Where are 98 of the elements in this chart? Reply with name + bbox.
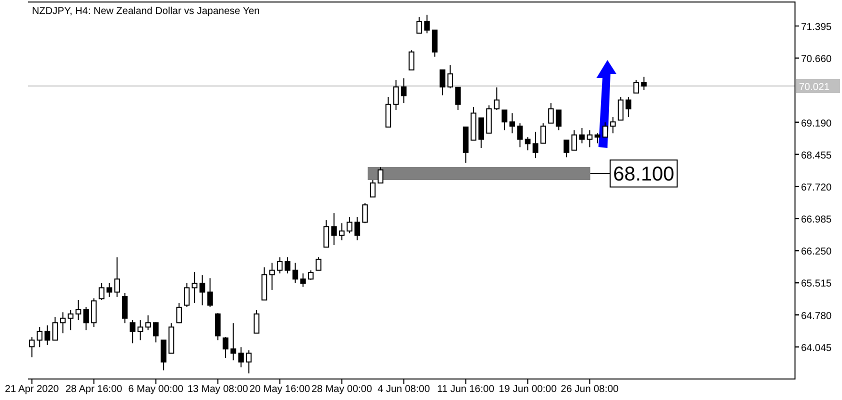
candlestick — [564, 140, 570, 158]
candlestick — [246, 350, 252, 374]
y-tick-label: 71.395 — [801, 22, 832, 34]
candlestick — [509, 112, 516, 134]
candlestick — [532, 131, 538, 159]
candlestick — [571, 130, 578, 151]
candlestick — [494, 86, 500, 111]
candlestick — [199, 274, 206, 306]
candlestick — [114, 256, 120, 298]
candlestick — [432, 30, 438, 58]
candlestick — [594, 132, 600, 144]
y-tick-label: 70.660 — [801, 54, 832, 66]
candlestick — [447, 64, 454, 89]
candlestick — [416, 16, 422, 34]
x-tick-label: 21 Apr 2020 — [4, 384, 60, 395]
candlestick — [176, 302, 182, 324]
candlestick — [44, 324, 50, 346]
x-tick-label: 28 Apr 16:00 — [65, 384, 123, 395]
candlestick — [338, 222, 345, 241]
candlestick — [370, 179, 376, 198]
candlestick — [292, 262, 298, 284]
candlestick — [98, 282, 104, 300]
candlestick — [184, 282, 190, 308]
x-tick-label: 6 May 00:00 — [128, 384, 184, 395]
x-tick-label: 28 May 00:00 — [311, 384, 372, 395]
candlestick — [556, 110, 562, 131]
candlestick — [378, 166, 384, 184]
candlestick — [138, 320, 144, 341]
x-tick-label: 11 Jun 16:00 — [437, 384, 495, 395]
candlestick — [478, 117, 484, 149]
candlestick — [633, 79, 639, 94]
candlestick — [52, 316, 58, 341]
candlestick — [68, 310, 74, 331]
candlestick — [222, 336, 228, 359]
y-tick-label: 69.190 — [801, 118, 832, 130]
x-tick-label: 13 May 08:00 — [188, 384, 249, 395]
candlestick — [153, 322, 159, 343]
candlestick — [36, 326, 42, 348]
x-tick-label: 4 Jun 08:00 — [378, 384, 430, 395]
candlestick — [145, 314, 151, 331]
candlestick — [618, 96, 624, 121]
x-tick-label: 19 Jun 00:00 — [498, 384, 558, 395]
candlestick — [254, 310, 260, 334]
y-tick-label: 64.780 — [801, 310, 832, 322]
candlestick — [238, 346, 244, 368]
candlestick — [524, 136, 531, 151]
candlestick — [502, 110, 508, 131]
candlestick — [214, 312, 221, 341]
y-tick-label: 67.720 — [801, 182, 832, 194]
y-tick-label: 66.250 — [801, 246, 832, 258]
candlestick — [76, 299, 82, 321]
candlestick — [192, 272, 198, 304]
candlestick — [91, 298, 97, 328]
candlestick — [424, 14, 430, 34]
candlestick — [586, 130, 593, 148]
chart-title: NZDJPY, H4: New Zealand Dollar vs Japanese Yen — [32, 6, 260, 17]
candlestick — [610, 116, 616, 134]
candlestick — [276, 256, 283, 274]
candlestick — [83, 306, 89, 331]
candlestick — [122, 292, 128, 324]
annotation: 68.100 — [613, 164, 674, 186]
x-tick-label: 26 Jun 08:00 — [560, 384, 620, 395]
candlestick — [284, 256, 290, 274]
candlestick — [400, 78, 407, 104]
y-tick-label: 68.455 — [801, 150, 832, 162]
candlestick — [331, 212, 337, 246]
candlestick — [300, 272, 306, 288]
candlestick — [641, 76, 647, 90]
candlestick — [354, 216, 360, 241]
ref-line-label: 70.021 — [799, 82, 830, 93]
y-tick-label: 64.045 — [801, 342, 832, 354]
y-tick-label: 65.515 — [801, 278, 832, 290]
candlestick — [130, 320, 136, 344]
candlestick — [385, 96, 392, 128]
candlestick — [548, 102, 554, 124]
candlestick — [207, 278, 213, 308]
candlestick — [230, 322, 236, 361]
candlestick — [362, 202, 368, 224]
candlestick — [346, 216, 352, 234]
candlestick — [60, 312, 66, 334]
candlestick — [440, 69, 446, 96]
candlestick — [517, 122, 523, 148]
candlestick — [579, 127, 585, 144]
candlestick — [269, 262, 275, 290]
candlestick — [323, 220, 330, 248]
candlestick — [160, 340, 166, 371]
candlestick — [106, 282, 112, 298]
candlestick — [626, 96, 632, 118]
candlestick — [308, 270, 314, 280]
candlestick — [393, 79, 399, 111]
candlestick — [408, 50, 414, 70]
x-tick-label: 20 May 16:00 — [249, 384, 311, 395]
candlestick — [602, 122, 608, 138]
candlestick — [316, 256, 322, 271]
candlestick — [29, 336, 35, 358]
candlestick — [540, 122, 546, 144]
candlestick — [455, 86, 461, 111]
y-tick-label: 66.985 — [801, 214, 832, 226]
